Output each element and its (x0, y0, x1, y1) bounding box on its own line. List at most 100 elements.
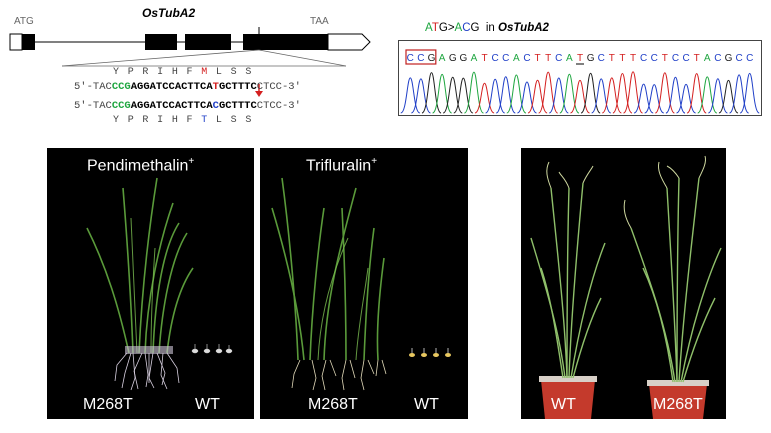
mature-plants-panel: WT M268T (521, 148, 726, 419)
trace-peak (633, 83, 654, 114)
trace-peak (591, 78, 612, 114)
base-call: G (587, 53, 595, 64)
exon-1 (22, 34, 35, 50)
aa-bottom: S (245, 115, 261, 126)
trace-peak (548, 77, 569, 114)
aa-top: L (215, 67, 231, 78)
aa-top: H (171, 67, 187, 78)
aa-top: S (230, 67, 246, 78)
base-call: T (481, 53, 487, 64)
pendimethalin-title: Pendimethalin+ (87, 156, 194, 175)
trace-peak (495, 76, 516, 114)
base-call: A (704, 53, 711, 64)
trifluralin-title: Trifluralin+ (306, 156, 377, 175)
trifluralin-seedlings (271, 177, 451, 391)
base-call: G (428, 53, 436, 64)
trace-peak (442, 76, 463, 114)
base-call: T (630, 53, 636, 64)
trace-peak (474, 82, 495, 114)
trace-peak (580, 72, 601, 114)
trace-peak (538, 71, 559, 114)
base-call: C (407, 53, 414, 64)
trace-peak (601, 77, 622, 114)
seq-prefix: 5′-TAC (74, 81, 112, 93)
mature-label-wt: WT (551, 396, 576, 413)
base-call: C (640, 53, 647, 64)
mutant-dna-sequence: 5′-TACCCGAGGATCCACTTCACGCTTTCCTCC-3′ (74, 100, 301, 112)
chromatogram-title: ATG>ACG in OsTubA2 (425, 22, 549, 34)
pot-mutant (649, 384, 707, 419)
base-call: C (746, 53, 753, 64)
title-a2: A (454, 22, 463, 34)
seq-target-end: GCTTTC (218, 100, 257, 112)
stop-codon-label: TAA (310, 16, 329, 27)
seq-suffix: CTCC-3′ (256, 100, 301, 112)
aa-bottom: R (142, 115, 158, 126)
trace-peak (570, 79, 590, 114)
trace-peak (527, 79, 548, 114)
seq-target-end: GCTTTC (218, 81, 257, 93)
title-c: C (462, 22, 471, 34)
trifluralin-label-mutant: M268T (308, 396, 358, 413)
base-call: A (439, 53, 446, 64)
title-arrow: > (447, 22, 455, 34)
trace-peak (485, 78, 505, 114)
seq-target: AGGATCCACTTCA (130, 81, 213, 93)
aa-bottom: S (230, 115, 246, 126)
aa-top: S (245, 67, 261, 78)
aa-bottom: I (157, 115, 172, 126)
start-codon-label: ATG (14, 16, 34, 27)
base-call: C (714, 53, 721, 64)
base-call: G (459, 53, 467, 64)
gene-diagram: ATG OsTubA2 TAA YPRIHFMLSS 5′-TACCCGAGGA… (0, 0, 390, 140)
pot-wt (541, 380, 595, 419)
title-t: T (431, 22, 439, 34)
seq-mutant-base: C (212, 100, 219, 112)
aa-bottom: F (186, 115, 202, 126)
exon-4 (243, 34, 328, 50)
title-gene: OsTubA2 (498, 22, 549, 34)
base-call: C (492, 53, 499, 64)
pendimethalin-label-wt: WT (195, 396, 220, 413)
pendimethalin-label-mutant: M268T (83, 396, 133, 413)
seq-target: AGGATCCACTTCA (130, 100, 213, 112)
base-call: C (598, 53, 605, 64)
base-call: G (449, 53, 457, 64)
aa-sequence-bottom: YPRIHFTLSS (113, 115, 260, 126)
base-call: C (735, 53, 742, 64)
base-call: G (725, 53, 733, 64)
title-g: G (438, 22, 448, 34)
panel-title-sup: + (188, 156, 195, 167)
title-in: in (485, 22, 495, 34)
exon-3 (185, 34, 231, 50)
panel-title: Pendimethalin (87, 157, 189, 175)
trifluralin-panel: Trifluralin+ M268T WT (260, 148, 468, 419)
base-call: A (513, 53, 520, 64)
base-call: A (471, 53, 478, 64)
trifluralin-label-wt: WT (414, 396, 439, 413)
trace-peak (729, 74, 750, 114)
aa-top: Y (113, 67, 128, 78)
base-call: T (662, 53, 668, 64)
aa-bottom: H (171, 115, 187, 126)
base-call: C (672, 53, 679, 64)
trace-peak (453, 77, 474, 114)
base-call: C (555, 53, 562, 64)
aa-bottom: L (215, 115, 231, 126)
wt-dna-sequence: 5′-TACCCGAGGATCCACTTCATGCTTTCCTCC-3′ (74, 81, 301, 93)
aa-sequence-top: YPRIHFMLSS (113, 67, 260, 78)
seq-pam: CCG (111, 100, 131, 112)
base-call: T (577, 53, 583, 64)
base-call: T (694, 53, 700, 64)
mature-label-mutant: M268T (653, 396, 703, 413)
mature-plants (530, 155, 722, 419)
aa-bottom-mutated: T (201, 115, 216, 126)
seq-prefix: 5′-TAC (74, 100, 112, 112)
trace-peak (644, 84, 665, 114)
base-call: T (619, 53, 625, 64)
seq-suffix: CTCC-3′ (256, 81, 301, 93)
trace-peak (411, 78, 431, 114)
trace-peak (400, 77, 421, 114)
utr5-box (9, 33, 23, 51)
